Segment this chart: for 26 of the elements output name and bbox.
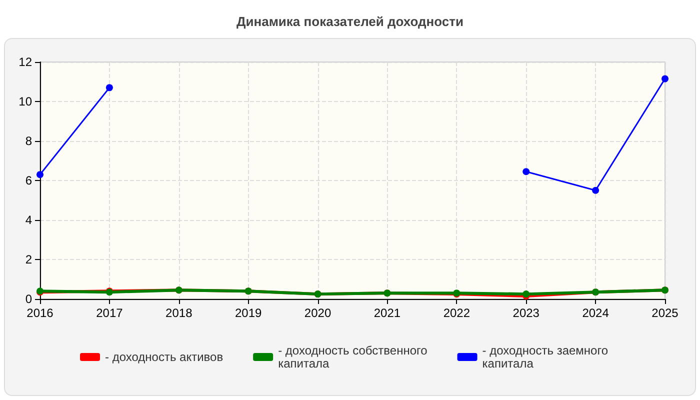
point	[522, 168, 530, 176]
x-tick-label: 2023	[512, 306, 540, 320]
x-tick-label: 2019	[234, 306, 262, 320]
y-tick-label: 8	[25, 134, 32, 148]
y-tick-label: 4	[25, 213, 32, 227]
x-tick-label: 2021	[374, 306, 401, 320]
y-tick-label: 6	[25, 174, 32, 188]
point	[36, 171, 44, 178]
y-tick-label: 2	[25, 252, 32, 266]
legend-label: - доходность заемного капитала	[482, 344, 608, 370]
chart-title: Динамика показателей доходности	[236, 14, 464, 29]
x-tick-label: 2018	[166, 306, 193, 320]
point	[592, 186, 600, 194]
y-tick-label: 10	[18, 94, 32, 108]
x-tick-label: 2024	[582, 306, 610, 320]
legend-label: - доходность активов	[105, 350, 224, 364]
x-tick-label: 2016	[26, 306, 54, 320]
x-tick-label: 2025	[652, 306, 679, 320]
x-tick-label: 2020	[304, 306, 332, 320]
point	[662, 75, 668, 82]
x-tick-label: 2022	[443, 306, 470, 320]
legend-label: - доходность собственного капитала	[278, 344, 428, 370]
y-tick-label: 0	[25, 292, 32, 306]
point	[106, 84, 113, 92]
y-tick-label: 12	[18, 55, 32, 69]
x-tick-label: 2017	[96, 306, 124, 320]
